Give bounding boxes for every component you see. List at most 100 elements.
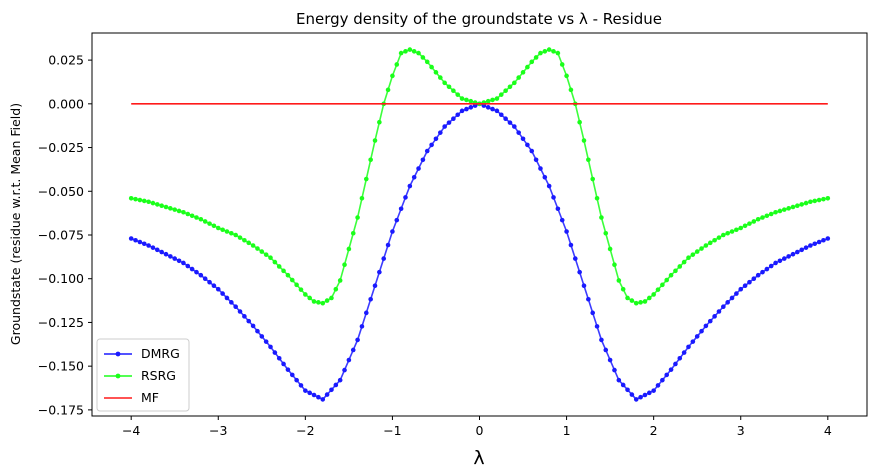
data-point-rsrg	[438, 75, 443, 80]
data-point-dmrg	[451, 116, 456, 121]
data-point-rsrg	[168, 206, 173, 211]
data-point-rsrg	[185, 211, 191, 217]
data-point-dmrg	[529, 148, 535, 154]
data-point-dmrg	[577, 269, 582, 275]
y-axis-label: Groundstate (residue w.r.t. Mean Field)	[8, 103, 23, 345]
data-point-dmrg	[272, 350, 278, 355]
data-point-rsrg	[512, 80, 517, 86]
data-point-dmrg	[581, 283, 587, 289]
data-point-dmrg	[586, 296, 591, 302]
data-point-rsrg	[633, 300, 639, 306]
data-point-rsrg	[390, 73, 395, 79]
data-point-dmrg	[329, 387, 334, 393]
data-point-rsrg	[133, 196, 138, 202]
data-point-dmrg	[690, 339, 696, 344]
data-point-dmrg	[298, 383, 304, 388]
data-point-rsrg	[781, 207, 787, 212]
data-point-rsrg	[559, 62, 565, 67]
data-point-dmrg	[773, 260, 778, 266]
data-point-rsrg	[642, 299, 648, 304]
data-point-dmrg	[568, 242, 574, 248]
y-tick-label: −0.125	[38, 315, 84, 330]
data-point-rsrg	[433, 70, 439, 75]
data-point-rsrg	[786, 206, 791, 211]
data-point-dmrg	[155, 247, 160, 253]
data-point-rsrg	[790, 204, 796, 210]
data-point-dmrg	[237, 309, 243, 314]
data-point-rsrg	[155, 202, 160, 207]
data-point-rsrg	[498, 92, 504, 97]
data-point-dmrg	[490, 106, 495, 112]
x-tick-label: −3	[209, 423, 227, 438]
data-point-dmrg	[259, 334, 265, 339]
data-point-rsrg	[764, 213, 770, 219]
data-point-dmrg	[760, 269, 765, 275]
data-point-rsrg	[464, 97, 469, 103]
data-point-rsrg	[333, 286, 339, 292]
data-point-dmrg	[555, 206, 561, 212]
data-point-rsrg	[734, 227, 739, 233]
data-point-dmrg	[542, 174, 548, 180]
data-point-dmrg	[590, 310, 595, 316]
data-point-rsrg	[742, 223, 748, 229]
data-point-dmrg	[603, 347, 609, 353]
data-point-dmrg	[742, 283, 748, 289]
data-point-dmrg	[660, 377, 665, 383]
data-point-rsrg	[816, 197, 822, 203]
data-point-rsrg	[416, 50, 421, 56]
data-point-rsrg	[137, 197, 143, 203]
data-point-rsrg	[607, 246, 613, 252]
data-point-rsrg	[507, 84, 513, 90]
data-point-rsrg	[172, 207, 178, 212]
data-point-rsrg	[268, 255, 273, 261]
y-tick-label: 0.025	[48, 53, 84, 68]
data-point-rsrg	[442, 80, 447, 86]
data-point-dmrg	[242, 314, 247, 319]
data-point-rsrg	[625, 295, 630, 301]
series-line-dmrg	[130, 102, 829, 401]
data-point-rsrg	[150, 200, 156, 206]
y-tick-label: −0.175	[38, 402, 84, 417]
x-tick-label: 2	[650, 423, 658, 438]
data-point-rsrg	[721, 232, 726, 238]
data-point-rsrg	[424, 59, 430, 65]
x-tick-label: −4	[122, 423, 140, 438]
data-point-rsrg	[263, 252, 269, 257]
data-point-dmrg	[429, 142, 434, 148]
data-point-rsrg	[677, 264, 683, 269]
data-point-rsrg	[250, 243, 256, 248]
data-point-rsrg	[551, 49, 556, 54]
data-point-dmrg	[398, 206, 404, 212]
data-point-dmrg	[390, 229, 395, 234]
data-point-rsrg	[773, 209, 778, 215]
data-point-dmrg	[381, 256, 387, 261]
data-point-rsrg	[629, 298, 635, 303]
legend-label-mf: MF	[141, 390, 159, 405]
data-point-rsrg	[725, 230, 730, 236]
data-point-dmrg	[686, 344, 691, 350]
data-point-rsrg	[229, 230, 234, 236]
data-point-rsrg	[503, 88, 508, 94]
data-point-rsrg	[385, 87, 391, 93]
data-point-rsrg	[694, 249, 700, 254]
data-point-rsrg	[664, 277, 670, 283]
data-point-dmrg	[185, 263, 191, 269]
data-point-dmrg	[198, 272, 204, 278]
data-point-dmrg	[255, 328, 260, 334]
data-point-dmrg	[790, 251, 796, 257]
data-point-dmrg	[612, 367, 617, 373]
data-point-dmrg	[285, 367, 291, 372]
data-point-rsrg	[777, 208, 783, 214]
x-axis: −4 −3 −2 −1 0 1 2 3 4	[122, 416, 832, 438]
data-point-rsrg	[198, 216, 204, 222]
data-point-rsrg	[407, 47, 413, 52]
data-point-rsrg	[542, 49, 548, 54]
data-point-rsrg	[255, 246, 260, 251]
data-point-rsrg	[468, 98, 474, 104]
data-point-dmrg	[355, 337, 360, 343]
data-point-rsrg	[707, 240, 713, 246]
y-tick-label: −0.075	[38, 227, 84, 242]
data-point-rsrg	[812, 198, 818, 204]
data-point-rsrg	[350, 230, 356, 236]
data-point-dmrg	[294, 377, 299, 383]
